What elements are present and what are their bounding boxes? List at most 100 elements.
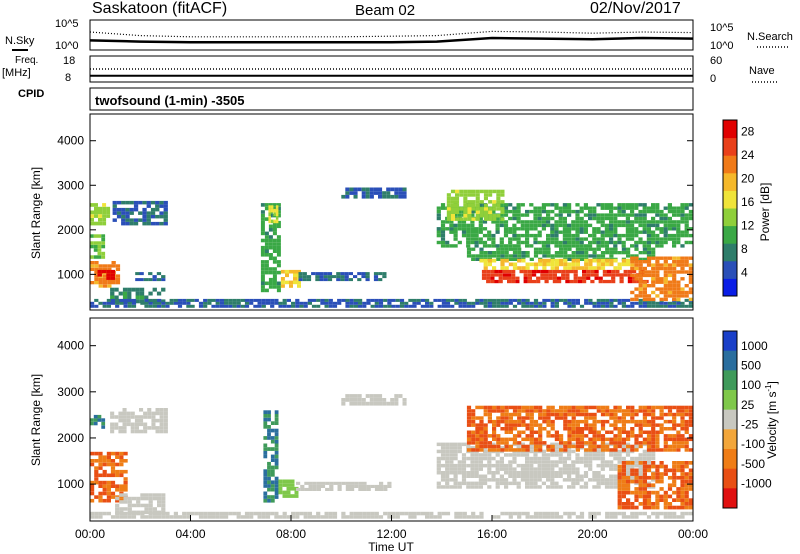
power-cell	[446, 207, 451, 211]
velocity-cell	[516, 463, 521, 468]
power-cell	[467, 203, 472, 208]
power-cell	[512, 244, 517, 248]
velocity-cell	[646, 444, 652, 449]
power-cell	[138, 200, 143, 205]
velocity-cell	[130, 426, 135, 430]
power-cell	[598, 276, 603, 280]
power-cell	[667, 270, 673, 274]
power-cell	[398, 191, 403, 195]
power-cell	[475, 203, 480, 208]
velocity-cell	[583, 474, 589, 478]
velocity-cell	[370, 484, 375, 488]
power-cell	[211, 298, 216, 302]
power-cell	[470, 233, 475, 238]
velocity-cell	[320, 481, 326, 485]
velocity-cell	[617, 427, 622, 431]
power-cell	[274, 298, 279, 302]
velocity-cell	[646, 405, 652, 410]
power-cell	[617, 262, 622, 267]
power-cell	[659, 263, 664, 267]
velocity-cell	[688, 487, 693, 491]
power-cell	[115, 274, 121, 278]
power-cell	[402, 191, 407, 195]
velocity-cell	[479, 444, 484, 449]
velocity-cell	[538, 416, 543, 420]
velocity-cell	[521, 448, 526, 452]
velocity-cell	[651, 505, 656, 510]
power-cell	[264, 203, 269, 207]
velocity-cell	[684, 423, 689, 427]
velocity-cell	[90, 491, 95, 496]
power-cell	[399, 298, 405, 302]
velocity-cell	[483, 478, 488, 482]
velocity-cell	[634, 419, 639, 424]
power-cell	[449, 220, 454, 224]
power-cell	[475, 210, 480, 214]
velocity-cell	[471, 434, 476, 438]
power-cell	[110, 273, 116, 277]
velocity-cell	[613, 456, 618, 461]
power-cell	[133, 207, 139, 212]
velocity-cell	[588, 456, 593, 461]
power-cell	[571, 254, 576, 258]
power-cell	[504, 258, 509, 263]
power-cell	[345, 298, 350, 302]
velocity-cell	[474, 460, 479, 464]
velocity-cell	[571, 449, 576, 454]
power-cell	[521, 258, 526, 263]
velocity-cell	[474, 485, 479, 489]
power-cell	[592, 251, 597, 255]
velocity-cell	[143, 422, 148, 427]
power-cell	[328, 301, 333, 305]
power-cell	[630, 237, 635, 241]
velocity-cell	[583, 471, 589, 475]
velocity-cell	[571, 423, 576, 427]
velocity-cell	[483, 444, 488, 449]
velocity-cell	[630, 427, 635, 431]
power-cell	[554, 206, 559, 210]
power-cell	[97, 241, 102, 245]
velocity-cell	[676, 468, 681, 473]
velocity-cell	[470, 456, 475, 461]
power-cell	[630, 233, 635, 238]
velocity-cell	[538, 448, 543, 452]
power-cell	[324, 301, 329, 305]
velocity-cell	[571, 430, 576, 434]
velocity-cell	[155, 429, 160, 434]
power-cell	[507, 279, 512, 284]
power-cell	[663, 294, 668, 298]
power-cell	[142, 218, 147, 222]
power-ytick-label: 2000	[57, 223, 84, 237]
power-cell	[542, 301, 547, 305]
power-cell	[282, 304, 287, 308]
power-colorbar-swatch	[723, 190, 737, 209]
velocity-cell	[151, 415, 156, 419]
velocity-cell	[445, 446, 450, 450]
velocity-cell	[634, 479, 639, 484]
power-cell	[550, 301, 555, 305]
velocity-cell	[588, 437, 593, 442]
velocity-cell	[163, 418, 168, 423]
power-cell	[613, 230, 618, 234]
power-cell	[474, 230, 479, 234]
power-cell	[101, 234, 106, 238]
power-cell	[630, 263, 635, 267]
velocity-cell	[110, 466, 116, 470]
velocity-cell	[119, 455, 124, 459]
velocity-cell	[613, 437, 618, 442]
velocity-cell	[584, 412, 589, 417]
power-cell	[291, 301, 296, 305]
velocity-cell	[345, 394, 350, 398]
power-cell	[148, 298, 153, 302]
power-cell	[537, 223, 542, 228]
velocity-cell	[684, 444, 689, 449]
velocity-cell	[550, 427, 555, 431]
velocity-cell	[436, 485, 441, 489]
velocity-cell	[263, 495, 268, 499]
velocity-cell	[148, 503, 153, 508]
power-cell	[676, 284, 681, 288]
velocity-cell	[119, 462, 124, 467]
velocity-cell	[538, 412, 543, 417]
velocity-cell	[646, 468, 652, 473]
power-cell	[500, 266, 505, 270]
